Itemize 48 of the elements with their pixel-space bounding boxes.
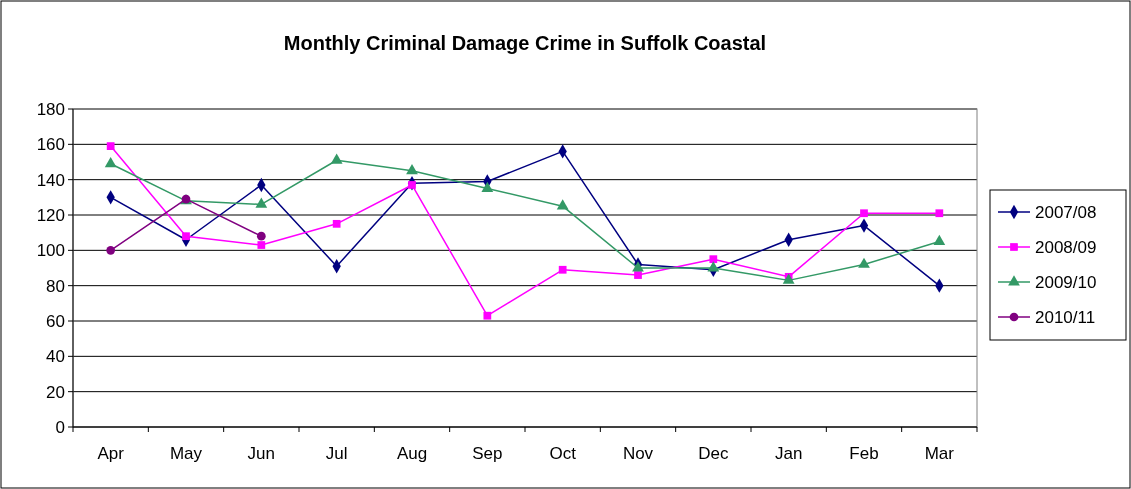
x-tick-label: Jan <box>774 444 803 463</box>
x-tick-label: Dec <box>698 444 729 463</box>
point <box>483 311 492 320</box>
legend-label: 2010/11 <box>1035 307 1096 327</box>
point <box>257 241 266 249</box>
y-tick-label: 160 <box>36 135 65 155</box>
point <box>933 234 946 245</box>
x-tick-label: May <box>169 444 203 463</box>
x-tick-label: Feb <box>849 444 879 463</box>
point <box>106 142 115 150</box>
x-tick-label: Mar <box>924 444 955 463</box>
y-tick-label: 140 <box>36 170 65 190</box>
y-tick-label: 100 <box>36 241 65 261</box>
x-tick-label: Apr <box>97 444 125 463</box>
point <box>634 271 642 279</box>
point <box>256 231 266 241</box>
point <box>255 197 268 208</box>
x-tick-label: Jul <box>325 444 348 463</box>
y-tick-label: 20 <box>46 382 65 402</box>
point <box>858 257 870 268</box>
point <box>332 219 341 228</box>
point <box>632 261 644 272</box>
y-tick-label: 0 <box>55 417 65 437</box>
point <box>709 255 718 264</box>
y-tick-label: 60 <box>46 311 65 331</box>
legend-label: 2007/08 <box>1035 202 1097 222</box>
point <box>935 209 944 218</box>
x-tick-label: Oct <box>549 444 577 463</box>
chart-title: Monthly Criminal Damage Crime in Suffolk Coastal <box>283 32 767 54</box>
y-tick-label: 80 <box>46 276 65 296</box>
point <box>860 209 868 218</box>
point <box>481 181 494 192</box>
x-tick-label: Sep <box>472 444 503 463</box>
x-tick-label: Jun <box>247 444 276 463</box>
point <box>330 153 343 164</box>
point <box>104 156 117 168</box>
point <box>106 245 116 255</box>
y-tick-label: 180 <box>36 99 65 119</box>
point <box>558 265 567 274</box>
legend-label: 2008/09 <box>1035 237 1097 257</box>
point <box>707 261 720 272</box>
y-tick-label: 120 <box>36 205 65 225</box>
x-tick-label: Nov <box>622 444 654 463</box>
point <box>406 164 418 175</box>
point <box>556 199 569 210</box>
y-tick-label: 40 <box>46 347 65 367</box>
x-tick-label: Aug <box>396 444 428 463</box>
legend-label: 2009/10 <box>1035 272 1097 292</box>
